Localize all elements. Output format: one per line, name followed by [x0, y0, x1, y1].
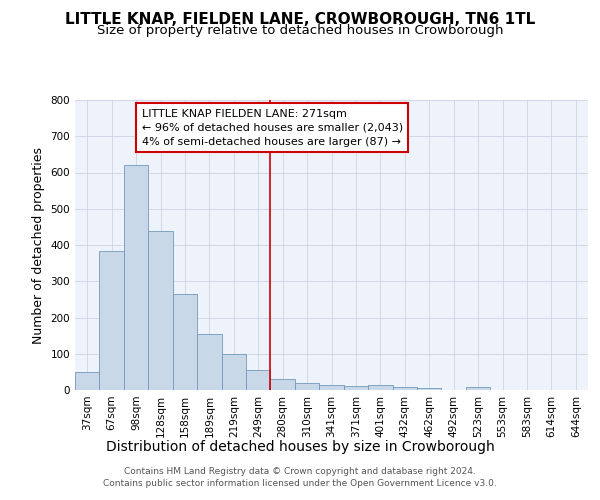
Bar: [271, 379, 295, 390]
Bar: [75, 372, 100, 390]
Bar: [368, 384, 392, 390]
Bar: [417, 388, 442, 390]
Bar: [295, 383, 319, 390]
Text: Size of property relative to detached houses in Crowborough: Size of property relative to detached ho…: [97, 24, 503, 37]
Text: LITTLE KNAP FIELDEN LANE: 271sqm
← 96% of detached houses are smaller (2,043)
4%: LITTLE KNAP FIELDEN LANE: 271sqm ← 96% o…: [142, 108, 403, 146]
Bar: [173, 294, 197, 390]
Bar: [344, 386, 368, 390]
Bar: [148, 230, 173, 390]
Bar: [124, 165, 148, 390]
Text: Contains HM Land Registry data © Crown copyright and database right 2024.
Contai: Contains HM Land Registry data © Crown c…: [103, 466, 497, 487]
Text: Distribution of detached houses by size in Crowborough: Distribution of detached houses by size …: [106, 440, 494, 454]
Bar: [100, 251, 124, 390]
Text: LITTLE KNAP, FIELDEN LANE, CROWBOROUGH, TN6 1TL: LITTLE KNAP, FIELDEN LANE, CROWBOROUGH, …: [65, 12, 535, 28]
Bar: [319, 384, 344, 390]
Bar: [221, 354, 246, 390]
Bar: [466, 387, 490, 390]
Bar: [246, 370, 271, 390]
Y-axis label: Number of detached properties: Number of detached properties: [32, 146, 45, 344]
Bar: [392, 387, 417, 390]
Bar: [197, 334, 221, 390]
